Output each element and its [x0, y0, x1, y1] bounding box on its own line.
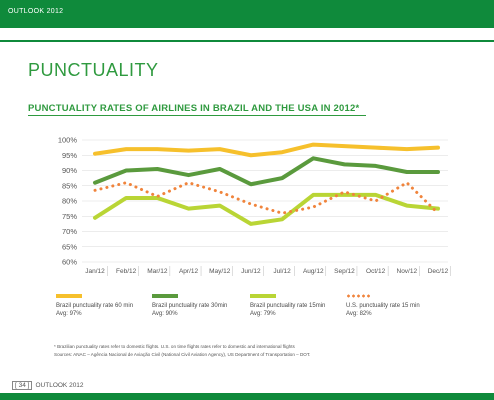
x-tick-label: Sep/12 — [334, 268, 355, 275]
x-tick-label: Feb/12 — [116, 268, 137, 275]
y-tick-label: 80% — [62, 197, 77, 206]
x-tick-label: Nov/12 — [397, 268, 418, 275]
chart-title: PUNCTUALITY RATES OF AIRLINES IN BRAZIL … — [28, 103, 360, 114]
footer-page: [ 34 ] OUTLOOK 2012 — [12, 381, 84, 390]
x-tick-label: Jan/12 — [85, 268, 105, 275]
header-divider — [0, 40, 494, 42]
x-tick-label: Jun/12 — [241, 268, 261, 275]
x-tick-label: Dec/12 — [428, 268, 449, 275]
footer: [ 34 ] OUTLOOK 2012 — [0, 380, 494, 400]
legend-label: Brazil punctuality rate 15min — [250, 303, 326, 309]
y-axis-ticks: 100% 95% 90% 85% 80% 75% 70% 65% 60% — [58, 136, 78, 267]
x-axis-ticks: Jan/12 Feb/12 Mar/12 Apr/12 May/12 Jun/12 Jul/… — [85, 266, 451, 276]
page-number: 34 — [18, 382, 26, 389]
legend-average: Avg: 79% — [250, 311, 276, 317]
header-bar: OUTLOOK 2012 — [0, 0, 494, 28]
x-tick-label: Aug/12 — [303, 268, 324, 275]
header-label: OUTLOOK 2012 — [8, 8, 64, 15]
chart-series — [93, 142, 440, 226]
legend-swatch — [56, 294, 82, 298]
chart-legend: Brazil punctuality rate 60 min Avg: 97% … — [40, 294, 460, 324]
series-line-0 — [93, 142, 440, 158]
y-tick-label: 60% — [62, 258, 77, 267]
legend-swatch — [250, 294, 276, 298]
footer-label: OUTLOOK 2012 — [35, 382, 84, 389]
y-tick-label: 70% — [62, 227, 77, 236]
x-tick-label: Jul/12 — [273, 268, 291, 275]
line-chart: 100% 95% 90% 85% 80% 75% 70% 65% 60% Jan/12 Feb/1… — [58, 136, 451, 276]
legend-label: Brazil punctuality rate 60 min — [56, 303, 134, 309]
legend-swatch — [346, 294, 372, 298]
y-tick-label: 90% — [62, 166, 77, 175]
x-tick-label: May/12 — [209, 268, 231, 275]
legend-label: Brazil punctuality rate 30min — [152, 303, 228, 309]
x-tick-label: Oct/12 — [366, 268, 386, 275]
y-tick-label: 85% — [62, 181, 77, 190]
chart-title-underline — [28, 115, 366, 116]
legend-average: Avg: 82% — [346, 311, 372, 317]
footer-bar — [0, 393, 494, 400]
x-tick-label: Mar/12 — [147, 268, 168, 275]
y-tick-label: 65% — [62, 242, 77, 251]
footnote-sources: Sources: ANAC – Agência Nacional de Avia… — [54, 352, 311, 357]
legend-average: Avg: 90% — [152, 311, 178, 317]
section-title: PUNCTUALITY — [28, 60, 159, 80]
y-tick-label: 100% — [58, 136, 78, 145]
chart-grid — [82, 139, 448, 263]
legend-average: Avg: 97% — [56, 311, 82, 317]
y-tick-label: 95% — [62, 151, 77, 160]
footnote-scope: * Brazilian punctuality rates refer to d… — [54, 344, 295, 349]
legend-swatch — [152, 294, 178, 298]
series-line-3 — [93, 181, 440, 215]
series-line-1 — [93, 156, 440, 187]
x-tick-label: Apr/12 — [179, 268, 199, 275]
legend-label: U.S. punctuality rate 15 min — [346, 303, 420, 309]
y-tick-label: 75% — [62, 212, 77, 221]
